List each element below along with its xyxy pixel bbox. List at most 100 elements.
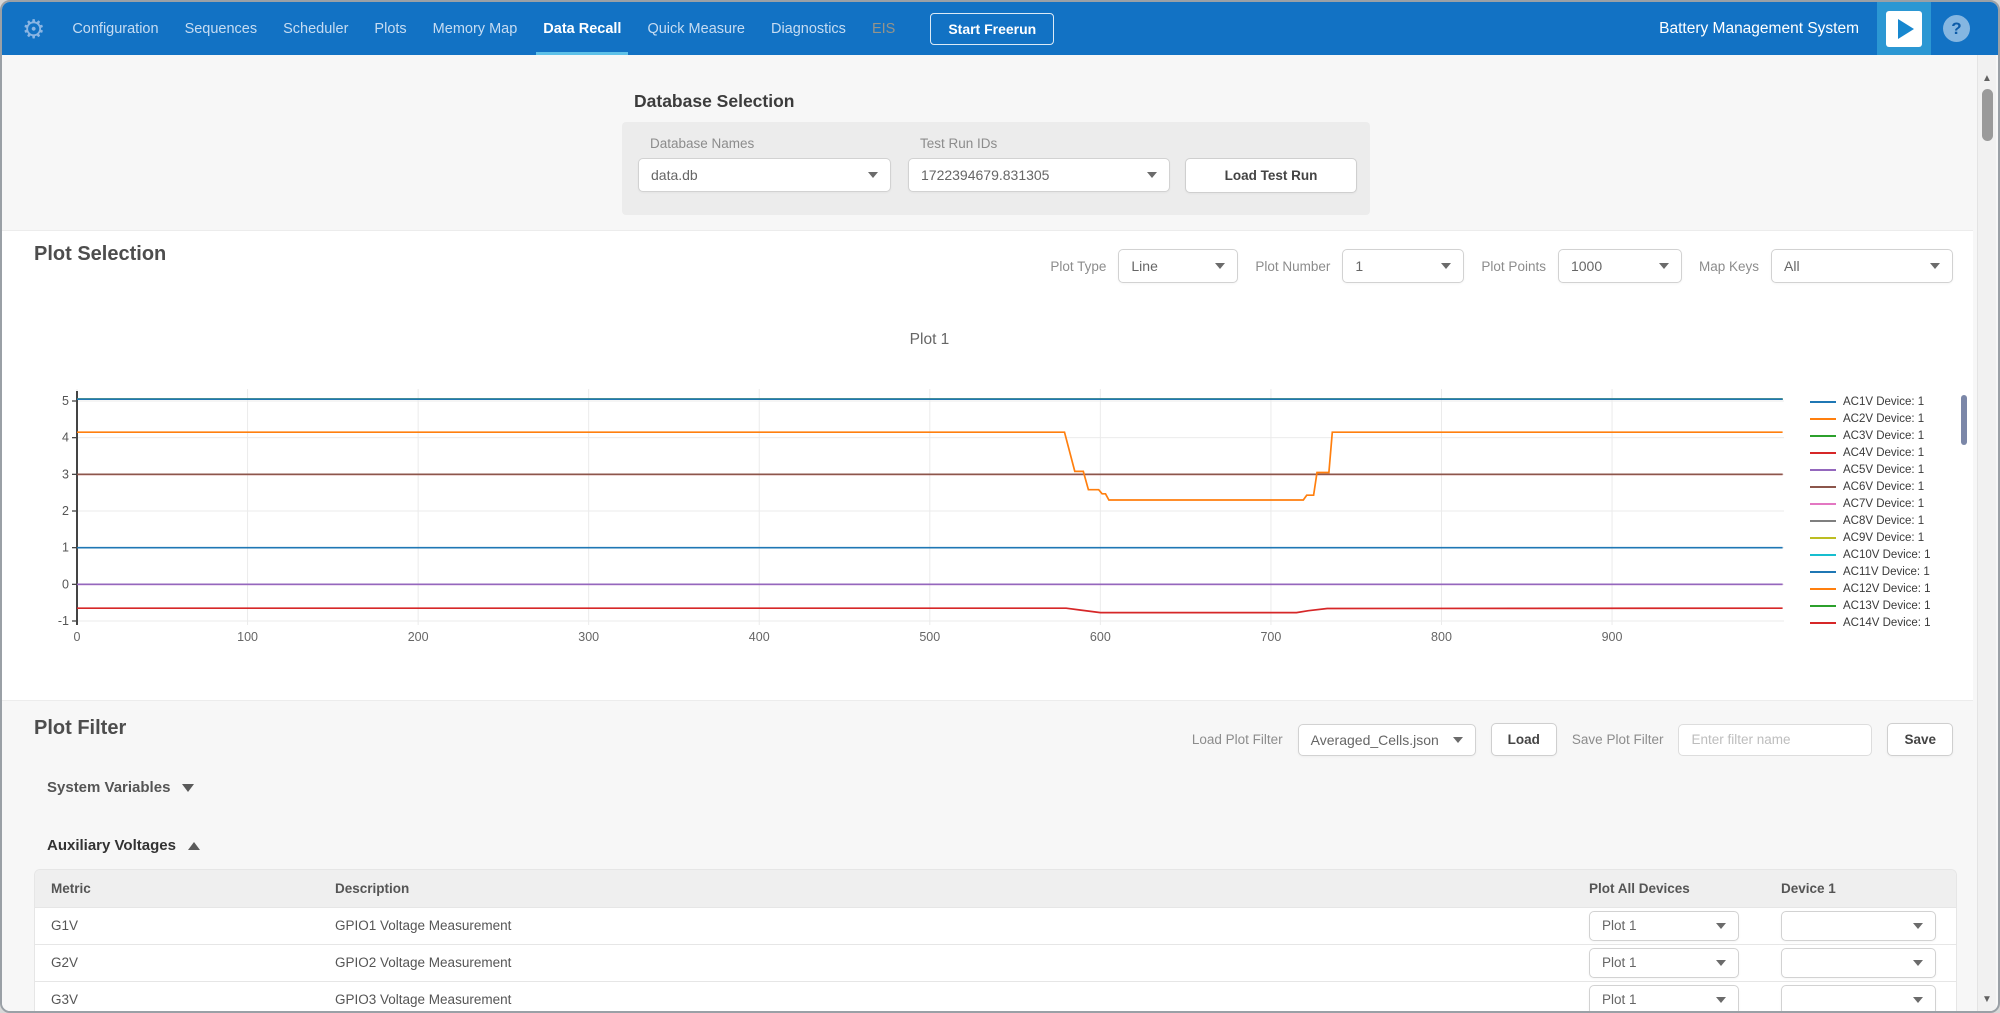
load-plot-filter-value: Averaged_Cells.json: [1311, 732, 1439, 748]
nav-item-data-recall[interactable]: Data Recall: [530, 2, 634, 55]
chevron-down-icon: [1716, 960, 1726, 966]
database-names-dropdown[interactable]: data.db: [638, 158, 891, 192]
database-names-label: Database Names: [650, 136, 891, 151]
plot-all-devices-dropdown[interactable]: Plot 1: [1589, 948, 1739, 978]
svg-text:2: 2: [62, 504, 69, 518]
test-run-ids-dropdown[interactable]: 1722394679.831305: [908, 158, 1170, 192]
legend-label: AC1V Device: 1: [1843, 396, 1924, 408]
nav-right-group: Battery Management System ?: [1659, 2, 1984, 55]
database-selection-section: Database Selection Database Names data.d…: [2, 55, 1973, 230]
plot-all-devices-dropdown[interactable]: Plot 1: [1589, 911, 1739, 941]
metric-cell: G3V: [35, 981, 319, 1013]
legend-item-ac4v[interactable]: AC4V Device: 1: [1810, 444, 1931, 461]
start-freerun-button[interactable]: Start Freerun: [930, 13, 1054, 45]
svg-text:-1: -1: [58, 614, 69, 628]
device-1-dropdown[interactable]: [1781, 911, 1936, 941]
map-keys-label: Map Keys: [1699, 259, 1759, 274]
svg-text:300: 300: [578, 630, 599, 644]
database-selection-panel: Database Names data.db Test Run IDs 1722…: [622, 122, 1370, 215]
nav-item-quick-measure[interactable]: Quick Measure: [634, 2, 758, 55]
nav-item-plots[interactable]: Plots: [361, 2, 419, 55]
plot-type-dropdown[interactable]: Line: [1118, 249, 1238, 283]
load-plot-filter-label: Load Plot Filter: [1192, 732, 1283, 747]
plot-points-value: 1000: [1571, 258, 1602, 274]
svg-text:900: 900: [1602, 630, 1623, 644]
legend-item-ac8v[interactable]: AC8V Device: 1: [1810, 512, 1931, 529]
plot-all-devices-dropdown-value: Plot 1: [1602, 918, 1637, 933]
plot-all-devices-dropdown-cell: Plot 1: [1573, 907, 1765, 944]
help-icon[interactable]: ?: [1943, 15, 1970, 42]
chevron-down-icon: [1716, 923, 1726, 929]
table-row-g2v: G2VGPIO2 Voltage Measurement Plot 1: [35, 944, 1956, 981]
legend-item-ac14v[interactable]: AC14V Device: 1: [1810, 614, 1931, 631]
legend-item-ac2v[interactable]: AC2V Device: 1: [1810, 410, 1931, 427]
page-scrollbar[interactable]: ▲ ▼: [1977, 55, 1996, 1011]
database-selection-title: Database Selection: [634, 91, 794, 112]
load-filter-button[interactable]: Load: [1491, 723, 1557, 756]
metric-cell: G2V: [35, 944, 319, 981]
auxiliary-voltages-group-toggle[interactable]: Auxiliary Voltages: [47, 837, 200, 854]
plot-number-dropdown[interactable]: 1: [1342, 249, 1464, 283]
plot-type-label: Plot Type: [1050, 259, 1106, 274]
top-navbar: ⚙ ConfigurationSequencesSchedulerPlotsMe…: [2, 2, 1998, 55]
legend-scrollbar-thumb[interactable]: [1961, 395, 1967, 445]
legend-swatch: [1810, 418, 1836, 420]
legend-item-ac7v[interactable]: AC7V Device: 1: [1810, 495, 1931, 512]
legend-item-ac11v[interactable]: AC11V Device: 1: [1810, 563, 1931, 580]
map-keys-dropdown[interactable]: All: [1771, 249, 1953, 283]
chevron-down-icon: [1913, 960, 1923, 966]
scroll-up-icon[interactable]: ▲: [1978, 73, 1996, 84]
chevron-up-icon: [188, 842, 200, 850]
legend-item-ac9v[interactable]: AC9V Device: 1: [1810, 529, 1931, 546]
device-1-dropdown[interactable]: [1781, 985, 1936, 1013]
test-run-ids-value: 1722394679.831305: [921, 167, 1049, 183]
plot-all-devices-dropdown-cell: Plot 1: [1573, 944, 1765, 981]
system-variables-label: System Variables: [47, 779, 170, 796]
legend-item-ac10v[interactable]: AC10V Device: 1: [1810, 546, 1931, 563]
nav-item-sequences[interactable]: Sequences: [172, 2, 271, 55]
system-variables-group-toggle[interactable]: System Variables: [47, 779, 194, 796]
description-cell: GPIO2 Voltage Measurement: [319, 944, 1573, 981]
chevron-down-icon: [1441, 263, 1451, 269]
settings-gear-icon[interactable]: ⚙: [22, 16, 45, 42]
legend-item-ac1v[interactable]: AC1V Device: 1: [1810, 393, 1931, 410]
legend-item-ac12v[interactable]: AC12V Device: 1: [1810, 580, 1931, 597]
legend-item-ac13v[interactable]: AC13V Device: 1: [1810, 597, 1931, 614]
save-filter-button[interactable]: Save: [1887, 723, 1953, 756]
chevron-down-icon: [182, 784, 194, 792]
plot-points-dropdown[interactable]: 1000: [1558, 249, 1682, 283]
line-chart[interactable]: 0100200300400500600700800900543210-1: [42, 383, 1792, 658]
legend-item-ac5v[interactable]: AC5V Device: 1: [1810, 461, 1931, 478]
legend-item-ac6v[interactable]: AC6V Device: 1: [1810, 478, 1931, 495]
svg-text:3: 3: [62, 467, 69, 481]
device-1-dropdown[interactable]: [1781, 948, 1936, 978]
play-icon: [1886, 11, 1922, 47]
plot-selection-controls: Plot Type Line Plot Number 1 Plot Points…: [1050, 249, 1953, 283]
legend-swatch: [1810, 537, 1836, 539]
plot-type-value: Line: [1131, 258, 1157, 274]
legend-item-ac3v[interactable]: AC3V Device: 1: [1810, 427, 1931, 444]
chevron-down-icon: [1215, 263, 1225, 269]
plot-all-devices-dropdown[interactable]: Plot 1: [1589, 985, 1739, 1013]
nav-item-memory-map[interactable]: Memory Map: [420, 2, 531, 55]
svg-text:0: 0: [62, 577, 69, 591]
plot-filter-controls: Load Plot Filter Averaged_Cells.json Loa…: [1192, 723, 1953, 756]
nav-item-configuration[interactable]: Configuration: [59, 2, 171, 55]
chevron-down-icon: [1147, 172, 1157, 178]
run-play-button[interactable]: [1877, 2, 1931, 55]
nav-item-eis: EIS: [859, 2, 908, 55]
filter-name-input[interactable]: [1678, 724, 1872, 756]
scroll-down-icon[interactable]: ▼: [1978, 994, 1996, 1005]
load-test-run-button[interactable]: Load Test Run: [1185, 158, 1357, 193]
nav-item-scheduler[interactable]: Scheduler: [270, 2, 361, 55]
legend-label: AC2V Device: 1: [1843, 413, 1924, 425]
nav-item-diagnostics[interactable]: Diagnostics: [758, 2, 859, 55]
load-plot-filter-dropdown[interactable]: Averaged_Cells.json: [1298, 724, 1476, 756]
device-1-dropdown-cell: [1765, 981, 1956, 1013]
map-keys-group: Map Keys All: [1699, 249, 1953, 283]
table-row-g1v: G1VGPIO1 Voltage MeasurementPlot 1: [35, 907, 1956, 944]
description-cell: GPIO3 Voltage Measurement: [319, 981, 1573, 1013]
plot-points-label: Plot Points: [1481, 259, 1546, 274]
legend-label: AC10V Device: 1: [1843, 549, 1931, 561]
scrollbar-thumb[interactable]: [1982, 89, 1993, 141]
